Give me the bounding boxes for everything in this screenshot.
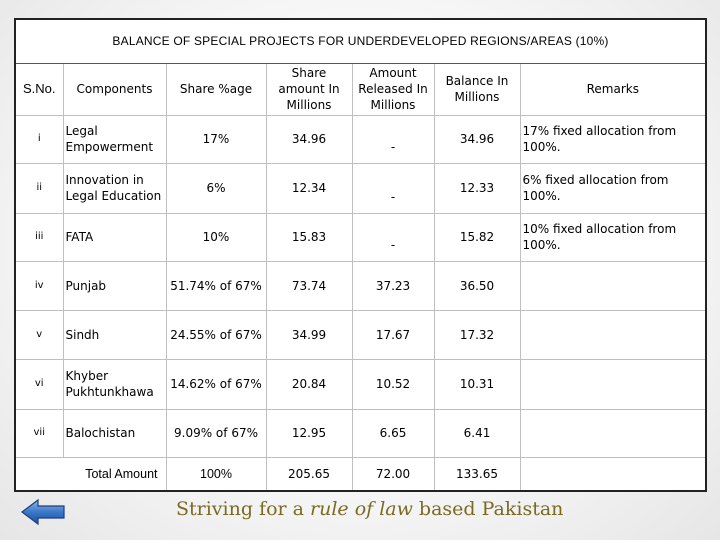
table-row: vii Balochistan 9.09% of 67% 12.95 6.65 … (14, 408, 707, 458)
row-sno: i (14, 114, 64, 164)
header-amount: Share amount In Millions (265, 62, 353, 116)
back-arrow-icon[interactable] (20, 498, 66, 526)
row-amount: 12.95 (265, 408, 353, 458)
total-label: Total Amount (14, 456, 167, 492)
row-amount: 20.84 (265, 358, 353, 410)
row-amount: 34.99 (265, 309, 353, 360)
row-sno: iv (14, 260, 64, 311)
row-sno: v (14, 309, 64, 360)
table-row: ii Innovation in Legal Education 6% 12.3… (14, 162, 707, 214)
row-sno: vii (14, 408, 64, 458)
header-remarks: Remarks (519, 62, 707, 116)
table-row: iv Punjab 51.74% of 67% 73.74 37.23 36.5… (14, 260, 707, 311)
row-balance: 10.31 (433, 358, 521, 410)
row-component: Balochistan (62, 408, 167, 458)
row-released: - (351, 212, 435, 262)
row-component: Punjab (62, 260, 167, 311)
row-remarks (519, 408, 707, 458)
header-share: Share %age (165, 62, 267, 116)
table-row: i Legal Empowerment 17% 34.96 - 34.96 17… (14, 114, 707, 164)
row-remarks: 6% fixed allocation from 100%. (519, 162, 707, 214)
row-share: 10% (165, 212, 267, 262)
row-balance: 36.50 (433, 260, 521, 311)
footer-part2: based Pakistan (412, 498, 564, 520)
row-share: 9.09% of 67% (165, 408, 267, 458)
total-share: 100% (165, 456, 267, 492)
row-component: Sindh (62, 309, 167, 360)
row-remarks: 10% fixed allocation from 100%. (519, 212, 707, 262)
total-remarks (519, 456, 707, 492)
header-released: Amount Released In Millions (351, 62, 435, 116)
row-released: 10.52 (351, 358, 435, 410)
table-row: v Sindh 24.55% of 67% 34.99 17.67 17.32 (14, 309, 707, 360)
total-amount: 205.65 (265, 456, 353, 492)
footer-part1: Striving for a (176, 498, 311, 520)
row-amount: 73.74 (265, 260, 353, 311)
row-released: - (351, 162, 435, 214)
total-row: Total Amount 100% 205.65 72.00 133.65 (14, 456, 707, 492)
table-title: BALANCE OF SPECIAL PROJECTS FOR UNDERDEV… (14, 18, 707, 64)
row-remarks: 17% fixed allocation from 100%. (519, 114, 707, 164)
row-sno: iii (14, 212, 64, 262)
row-share: 14.62% of 67% (165, 358, 267, 410)
row-component: Innovation in Legal Education (62, 162, 167, 214)
row-balance: 15.82 (433, 212, 521, 262)
row-share: 17% (165, 114, 267, 164)
row-released: 17.67 (351, 309, 435, 360)
row-amount: 15.83 (265, 212, 353, 262)
row-balance: 12.33 (433, 162, 521, 214)
footer-italic: rule of law (310, 498, 413, 520)
total-balance: 133.65 (433, 456, 521, 492)
footer-slogan: Striving for a rule of law based Pakista… (176, 498, 563, 526)
row-amount: 34.96 (265, 114, 353, 164)
row-released: 6.65 (351, 408, 435, 458)
row-released: - (351, 114, 435, 164)
row-sno: vi (14, 358, 64, 410)
row-released: 37.23 (351, 260, 435, 311)
row-sno: ii (14, 162, 64, 214)
row-balance: 17.32 (433, 309, 521, 360)
header-balance: Balance In Millions (433, 62, 521, 116)
header-sno: S.No. (14, 62, 64, 116)
row-share: 24.55% of 67% (165, 309, 267, 360)
row-remarks (519, 260, 707, 311)
table-row: iii FATA 10% 15.83 - 15.82 10% fixed all… (14, 212, 707, 262)
row-component: Legal Empowerment (62, 114, 167, 164)
row-balance: 6.41 (433, 408, 521, 458)
row-component: Khyber Pukhtunkhawa (62, 358, 167, 410)
header-row: S.No. Components Share %age Share amount… (14, 62, 707, 116)
row-remarks (519, 358, 707, 410)
row-amount: 12.34 (265, 162, 353, 214)
balance-table: BALANCE OF SPECIAL PROJECTS FOR UNDERDEV… (14, 18, 708, 492)
row-share: 6% (165, 162, 267, 214)
total-released: 72.00 (351, 456, 435, 492)
header-components: Components (62, 62, 167, 116)
row-remarks (519, 309, 707, 360)
row-balance: 34.96 (433, 114, 521, 164)
row-share: 51.74% of 67% (165, 260, 267, 311)
title-row: BALANCE OF SPECIAL PROJECTS FOR UNDERDEV… (14, 18, 707, 64)
row-component: FATA (62, 212, 167, 262)
table-row: vi Khyber Pukhtunkhawa 14.62% of 67% 20.… (14, 358, 707, 410)
